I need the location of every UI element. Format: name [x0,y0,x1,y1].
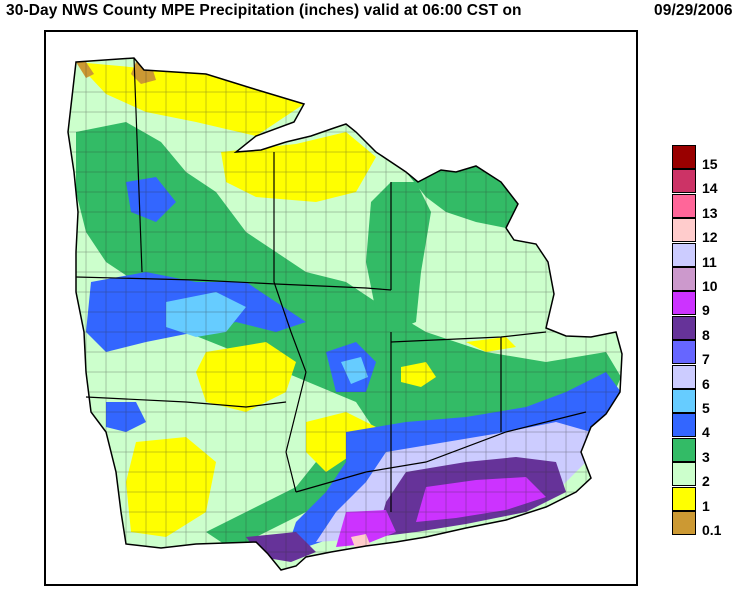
legend-label: 13 [702,204,718,221]
legend-item: 3 [672,437,742,465]
map-title: 30-Day NWS County MPE Precipitation (inc… [0,2,746,56]
map-title-date: 09/29/2006 [654,2,733,19]
legend-item: 15 [672,145,742,172]
legend-swatch [672,486,696,511]
legend-label: 3 [702,448,710,465]
region-outline [67,57,623,571]
legend-label: 1 [702,497,710,514]
legend-item: 4 [672,413,742,441]
legend-swatch [672,462,696,487]
legend-label: 2 [702,473,710,490]
legend-swatch [672,389,696,413]
legend-item: 0.1 [672,511,742,538]
legend-swatch [672,364,696,389]
legend-label: 15 [702,156,718,172]
legend-swatch [672,169,696,194]
legend-label: 10 [702,278,718,294]
legend-swatch [672,193,696,218]
legend-item: 8 [672,315,742,343]
legend-item: 5 [672,389,742,416]
legend-swatch [672,242,696,267]
legend-item: 2 [672,462,742,490]
legend-item: 13 [672,193,742,221]
legend-item: 1 [672,486,742,514]
state-borders [75,57,587,512]
legend-item: 14 [672,169,742,197]
legend-swatch [672,315,696,340]
legend-swatch [672,267,696,291]
region-map-graphic [67,57,623,571]
legend-swatch [672,511,696,535]
legend-label: 12 [702,229,718,246]
legend-swatch [672,218,696,243]
legend-swatch [672,145,696,169]
legend-label: 8 [702,326,710,343]
legend-swatch [672,291,696,316]
legend-label: 5 [702,400,710,416]
precip-fill-layer [68,58,622,570]
precipitation-map [44,30,638,586]
precipitation-legend: 15 14 13 12 11 10 9 8 7 6 5 4 3 2 1 0.1 [672,145,742,538]
map-title-text: 30-Day NWS County MPE Precipitation (inc… [6,2,522,19]
legend-label: 7 [702,351,710,368]
legend-swatch [672,413,696,438]
legend-label: 6 [702,375,710,392]
legend-swatch [672,340,696,365]
legend-item: 12 [672,218,742,246]
legend-label: 9 [702,302,710,319]
legend-item: 9 [672,291,742,319]
legend-swatch [672,437,696,462]
legend-label: 14 [702,180,718,197]
legend-label: 4 [702,424,710,441]
legend-item: 6 [672,364,742,392]
legend-label: 11 [702,253,717,270]
legend-item: 10 [672,267,742,294]
legend-label: 0.1 [702,522,722,538]
legend-item: 7 [672,340,742,368]
legend-item: 11 [672,242,742,270]
